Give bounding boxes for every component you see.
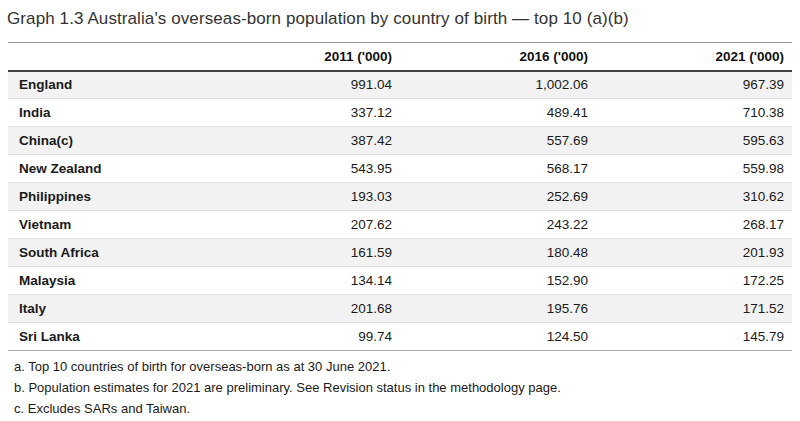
value-cell: 180.48	[400, 239, 596, 267]
footnote: b. Population estimates for 2021 are pre…	[14, 377, 792, 398]
table-head: 2011 ('000)2016 ('000)2021 ('000)	[8, 43, 792, 71]
table-row: Sri Lanka99.74124.50145.79	[8, 323, 792, 351]
table-header-row: 2011 ('000)2016 ('000)2021 ('000)	[8, 43, 792, 71]
corner-header-cell	[8, 43, 204, 71]
value-cell: 172.25	[596, 267, 792, 295]
value-cell: 193.03	[204, 183, 400, 211]
value-cell: 145.79	[596, 323, 792, 351]
year-column-header: 2016 ('000)	[400, 43, 596, 71]
value-cell: 489.41	[400, 99, 596, 127]
country-cell: China(c)	[8, 127, 204, 155]
value-cell: 134.14	[204, 267, 400, 295]
value-cell: 207.62	[204, 211, 400, 239]
country-cell: Italy	[8, 295, 204, 323]
value-cell: 559.98	[596, 155, 792, 183]
value-cell: 99.74	[204, 323, 400, 351]
value-cell: 171.52	[596, 295, 792, 323]
value-cell: 268.17	[596, 211, 792, 239]
year-column-header: 2021 ('000)	[596, 43, 792, 71]
population-table: 2011 ('000)2016 ('000)2021 ('000) Englan…	[8, 42, 792, 351]
table-row: Italy201.68195.76171.52	[8, 295, 792, 323]
country-cell: Vietnam	[8, 211, 204, 239]
value-cell: 710.38	[596, 99, 792, 127]
country-cell: Philippines	[8, 183, 204, 211]
value-cell: 152.90	[400, 267, 596, 295]
value-cell: 310.62	[596, 183, 792, 211]
table-row: India337.12489.41710.38	[8, 99, 792, 127]
country-cell: South Africa	[8, 239, 204, 267]
page: Graph 1.3 Australia's overseas-born popu…	[0, 0, 800, 421]
value-cell: 557.69	[400, 127, 596, 155]
value-cell: 201.93	[596, 239, 792, 267]
value-cell: 568.17	[400, 155, 596, 183]
country-cell: Malaysia	[8, 267, 204, 295]
footnote: c. Excludes SARs and Taiwan.	[14, 398, 792, 419]
table-row: Philippines193.03252.69310.62	[8, 183, 792, 211]
value-cell: 201.68	[204, 295, 400, 323]
year-column-header: 2011 ('000)	[204, 43, 400, 71]
table-row: Malaysia134.14152.90172.25	[8, 267, 792, 295]
value-cell: 1,002.06	[400, 71, 596, 99]
footnote: a. Top 10 countries of birth for oversea…	[14, 356, 792, 377]
value-cell: 195.76	[400, 295, 596, 323]
value-cell: 595.63	[596, 127, 792, 155]
value-cell: 543.95	[204, 155, 400, 183]
country-cell: New Zealand	[8, 155, 204, 183]
country-cell: Sri Lanka	[8, 323, 204, 351]
country-cell: India	[8, 99, 204, 127]
value-cell: 991.04	[204, 71, 400, 99]
table-row: New Zealand543.95568.17559.98	[8, 155, 792, 183]
table-row: South Africa161.59180.48201.93	[8, 239, 792, 267]
footnotes: a. Top 10 countries of birth for oversea…	[14, 356, 792, 419]
value-cell: 337.12	[204, 99, 400, 127]
value-cell: 243.22	[400, 211, 596, 239]
value-cell: 252.69	[400, 183, 596, 211]
table-row: England991.041,002.06967.39	[8, 71, 792, 99]
country-cell: England	[8, 71, 204, 99]
value-cell: 967.39	[596, 71, 792, 99]
table-row: Vietnam207.62243.22268.17	[8, 211, 792, 239]
table-body: England991.041,002.06967.39India337.1248…	[8, 71, 792, 351]
value-cell: 124.50	[400, 323, 596, 351]
page-title: Graph 1.3 Australia's overseas-born popu…	[0, 0, 800, 29]
table-row: China(c)387.42557.69595.63	[8, 127, 792, 155]
value-cell: 161.59	[204, 239, 400, 267]
value-cell: 387.42	[204, 127, 400, 155]
